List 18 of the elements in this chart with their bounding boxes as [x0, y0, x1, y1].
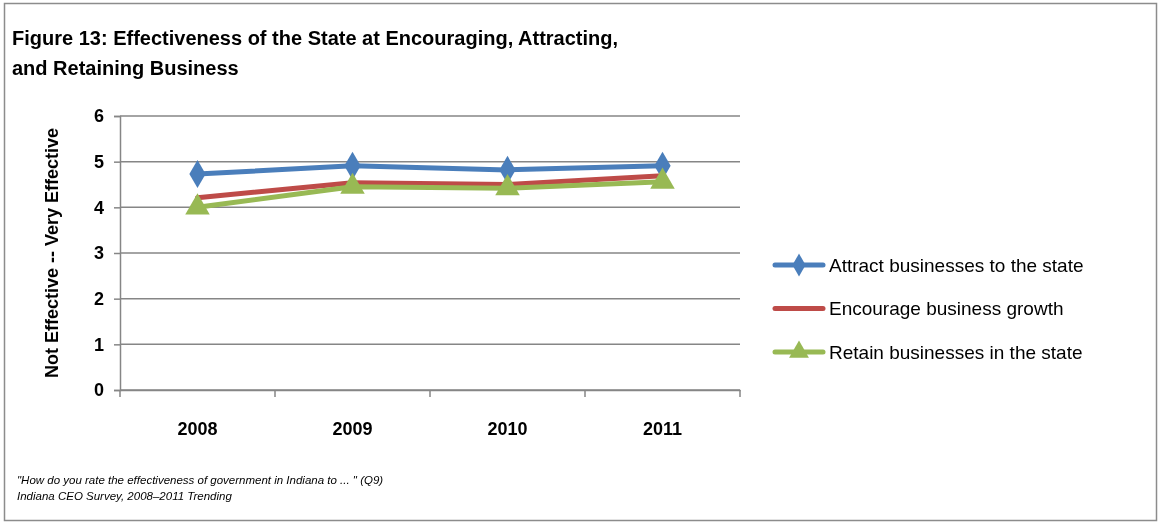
text: "How do you rate the effectiveness of government in Indiana to ... " (Q9): [17, 474, 384, 486]
x-tick-label: 2011: [642, 418, 683, 439]
legend-label: Encourage business growth: [829, 298, 1064, 320]
y-tick-label: 3: [93, 243, 104, 264]
y-tick-label: 1: [93, 334, 104, 355]
x-tick-label: 2008: [177, 418, 218, 439]
legend-label: Attract businesses to the state: [829, 254, 1084, 276]
x-tick-label: 2009: [332, 418, 373, 439]
y-tick-label: 4: [93, 197, 104, 218]
x-tick-label: 2010: [487, 418, 528, 439]
chart-title: Figure 13: Effectiveness of the State at Encouraging, Attracting, and Retaining Business: [12, 27, 619, 79]
legend-label: Retain businesses in the state: [829, 341, 1083, 363]
y-tick-label: 2: [93, 288, 104, 309]
y-axis-title: Not Effective -- Very Effective: [42, 127, 62, 379]
y-tick-label: 6: [93, 106, 104, 127]
y-tick-label: 5: [93, 151, 104, 172]
y-tick-label: 0: [93, 380, 104, 401]
text: Indiana CEO Survey, 2008–2011 Trending: [17, 490, 233, 502]
